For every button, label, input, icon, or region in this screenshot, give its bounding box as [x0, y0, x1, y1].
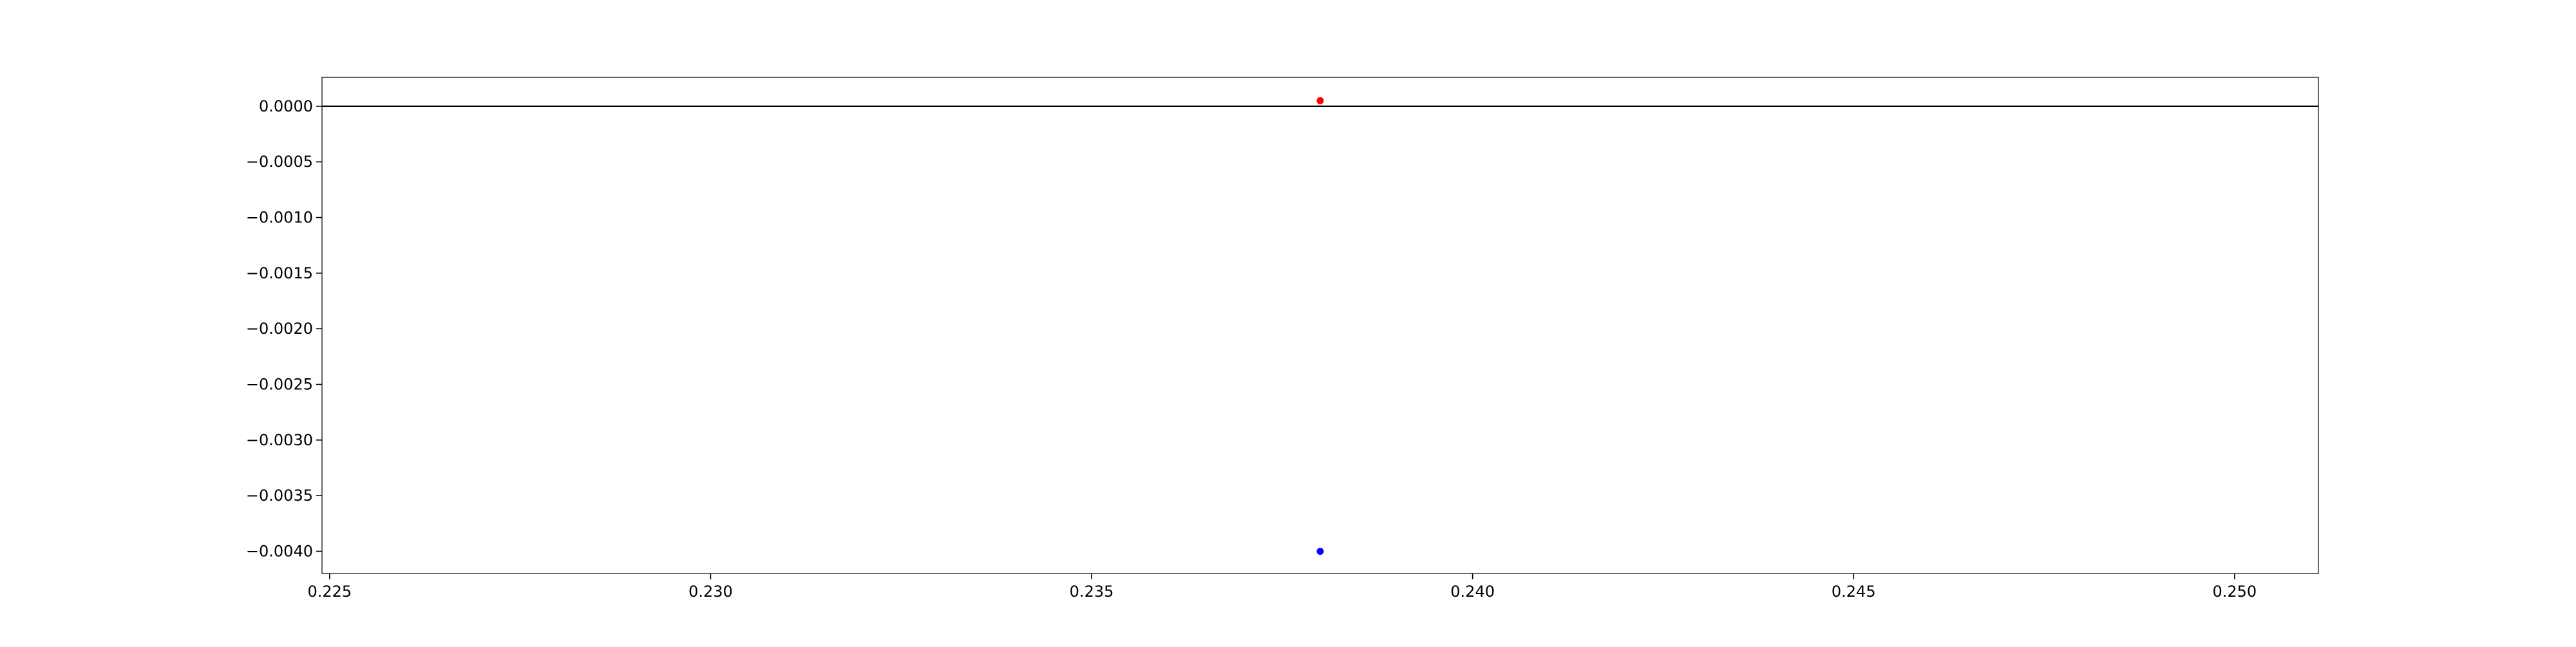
y-tick-label: −0.0035: [246, 487, 313, 505]
x-tick-label: 0.235: [1070, 583, 1114, 601]
y-tick-label: 0.0000: [259, 97, 313, 115]
x-tick-label: 0.245: [1832, 583, 1876, 601]
y-tick-label: −0.0025: [246, 376, 313, 394]
data-points: [1316, 97, 1324, 555]
y-tick-label: −0.0005: [246, 153, 313, 171]
data-point: [1316, 97, 1324, 104]
y-tick-label: −0.0040: [246, 542, 313, 560]
x-tick-label: 0.230: [688, 583, 733, 601]
axis-ticks: 0.225 0.230 0.235 0.240 0.245 0.250 0.0000 −0.0…: [246, 97, 2257, 601]
x-tick-label: 0.240: [1450, 583, 1495, 601]
x-tick-label: 0.250: [2212, 583, 2257, 601]
data-point: [1316, 547, 1324, 555]
y-tick-label: −0.0010: [246, 209, 313, 227]
plot-frame: [321, 77, 2319, 574]
y-tick-label: −0.0015: [246, 264, 313, 282]
x-tick-label: 0.225: [307, 583, 352, 601]
y-tick-label: −0.0020: [246, 320, 313, 338]
y-tick-label: −0.0030: [246, 431, 313, 449]
